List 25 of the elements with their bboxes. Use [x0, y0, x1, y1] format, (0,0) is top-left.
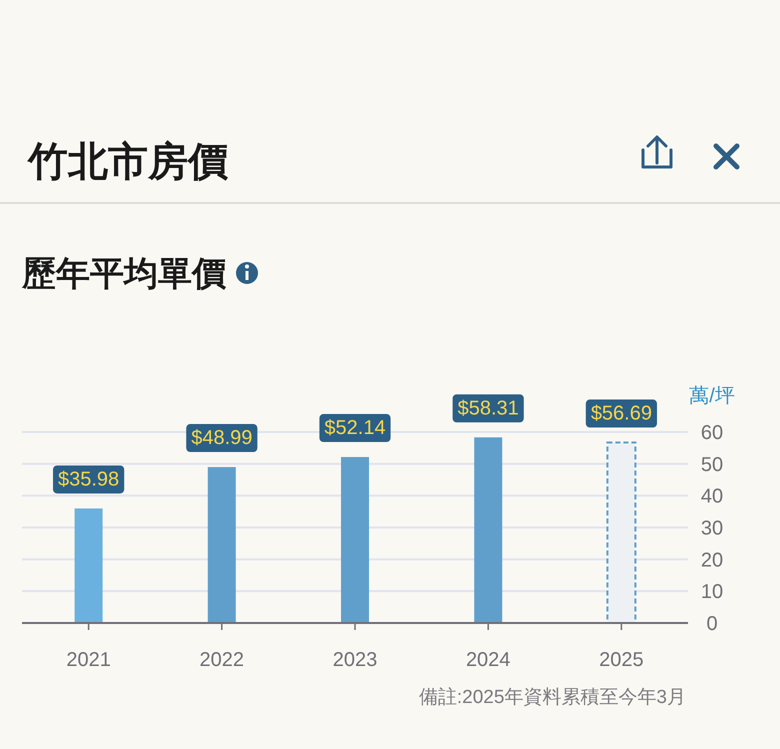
data-label: $58.31: [458, 397, 519, 420]
data-label: $52.14: [324, 417, 386, 440]
y-tick-label: 10: [700, 581, 724, 604]
data-label: $48.99: [191, 427, 252, 450]
y-tick-label: 40: [700, 486, 724, 508]
y-axis-title: 萬/坪: [689, 385, 735, 407]
x-tick-label: 2024: [466, 649, 510, 671]
x-tick-label: 2022: [200, 649, 244, 671]
y-tick-label: 60: [700, 422, 724, 444]
bar: [74, 508, 103, 623]
chart-title: 竹北市房價: [27, 140, 228, 184]
x-tick-label: 2021: [66, 649, 111, 671]
bar: [208, 467, 236, 623]
chart-subtitle: 歷年平均單價: [21, 255, 226, 293]
y-tick-label: 20: [700, 549, 724, 572]
data-label: $56.69: [590, 402, 652, 425]
y-tick-label: 50: [700, 454, 724, 476]
text: 備註:2025年資料累積至今年3月: [418, 686, 686, 708]
y-tick-label: 30: [700, 518, 724, 540]
bar: [341, 457, 369, 623]
bar: [474, 437, 502, 623]
x-tick-label: 2023: [332, 649, 378, 671]
x-tick-label: 2025: [599, 649, 644, 671]
data-label: $35.98: [58, 468, 120, 490]
y-tick-label: 0: [706, 613, 718, 635]
